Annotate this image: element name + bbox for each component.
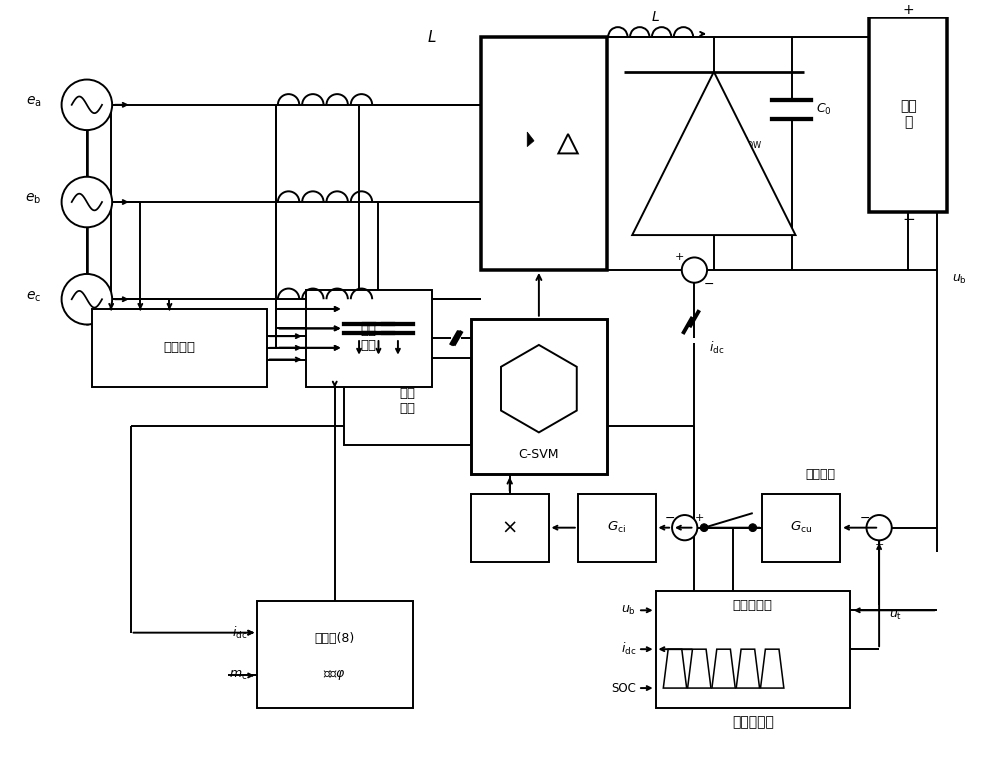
Text: 扇区
检测: 扇区 检测 — [400, 387, 416, 415]
Text: 模糊控制器: 模糊控制器 — [732, 715, 774, 729]
Bar — [656, 591, 850, 708]
Text: ×: × — [502, 518, 518, 537]
Circle shape — [749, 524, 757, 531]
Text: +: + — [695, 513, 704, 523]
Circle shape — [682, 257, 707, 283]
Polygon shape — [663, 649, 687, 688]
Text: $C_0$: $C_0$ — [816, 102, 832, 117]
Polygon shape — [501, 345, 577, 433]
Bar — [481, 37, 607, 270]
Bar — [257, 601, 413, 708]
Text: $C$: $C$ — [338, 326, 349, 340]
Bar — [306, 290, 432, 387]
Text: $L$: $L$ — [651, 10, 660, 25]
Text: 模糊控制器: 模糊控制器 — [733, 599, 773, 612]
Text: +: + — [675, 253, 685, 263]
Text: +: + — [902, 2, 914, 16]
Text: −: − — [665, 511, 675, 524]
Bar — [762, 494, 840, 561]
Text: −: − — [902, 212, 915, 227]
Polygon shape — [688, 649, 711, 688]
Text: −: − — [704, 278, 714, 291]
Text: $i_{\rm dc}$: $i_{\rm dc}$ — [232, 624, 247, 641]
Circle shape — [62, 274, 112, 324]
Text: $m_{\rm c}$: $m_{\rm c}$ — [229, 669, 247, 682]
Circle shape — [866, 515, 892, 541]
Text: $u_{\rm b}$: $u_{\rm b}$ — [621, 604, 636, 617]
Text: $G_{\rm cu}$: $G_{\rm cu}$ — [790, 520, 813, 535]
Circle shape — [700, 524, 708, 531]
Text: $i_{\rm dc}$: $i_{\rm dc}$ — [621, 641, 636, 658]
Text: SOC: SOC — [611, 681, 636, 695]
Circle shape — [62, 79, 112, 130]
Text: +: + — [874, 541, 884, 551]
Bar — [344, 357, 471, 445]
Bar — [869, 18, 947, 212]
Text: $e_{\rm a}$: $e_{\rm a}$ — [26, 95, 41, 109]
Text: $V_{\rm DW}$: $V_{\rm DW}$ — [738, 136, 762, 151]
Text: $G_{\rm ci}$: $G_{\rm ci}$ — [607, 520, 626, 535]
Text: −: − — [859, 511, 870, 524]
Text: $i^*_{\rm dc}$: $i^*_{\rm dc}$ — [726, 591, 741, 611]
Text: $i_{\rm dc}$: $i_{\rm dc}$ — [709, 340, 724, 356]
Circle shape — [672, 515, 697, 541]
Polygon shape — [712, 649, 735, 688]
Text: $u_{\rm t}$: $u_{\rm t}$ — [889, 608, 902, 621]
Text: $L$: $L$ — [427, 28, 437, 45]
Text: 利用式(8): 利用式(8) — [315, 631, 355, 644]
Text: 延迟
环节: 延迟 环节 — [361, 324, 377, 352]
Polygon shape — [527, 132, 534, 146]
Circle shape — [62, 177, 112, 227]
Text: $e_{\rm b}$: $e_{\rm b}$ — [25, 192, 42, 206]
Polygon shape — [558, 134, 578, 153]
Text: $u_{\rm b}$: $u_{\rm b}$ — [952, 273, 967, 286]
Polygon shape — [736, 649, 760, 688]
Text: C-SVM: C-SVM — [519, 448, 559, 461]
Bar — [92, 309, 267, 387]
Polygon shape — [761, 649, 784, 688]
Text: $e_{\rm c}$: $e_{\rm c}$ — [26, 289, 41, 303]
Text: 模式选择: 模式选择 — [806, 467, 836, 480]
Text: 相位检测: 相位检测 — [163, 341, 195, 354]
Text: 计算$\varphi$: 计算$\varphi$ — [323, 668, 346, 682]
Polygon shape — [632, 72, 796, 235]
Bar — [471, 319, 607, 474]
Bar — [578, 494, 656, 561]
Text: 电池
组: 电池 组 — [900, 99, 917, 129]
Bar — [471, 494, 549, 561]
